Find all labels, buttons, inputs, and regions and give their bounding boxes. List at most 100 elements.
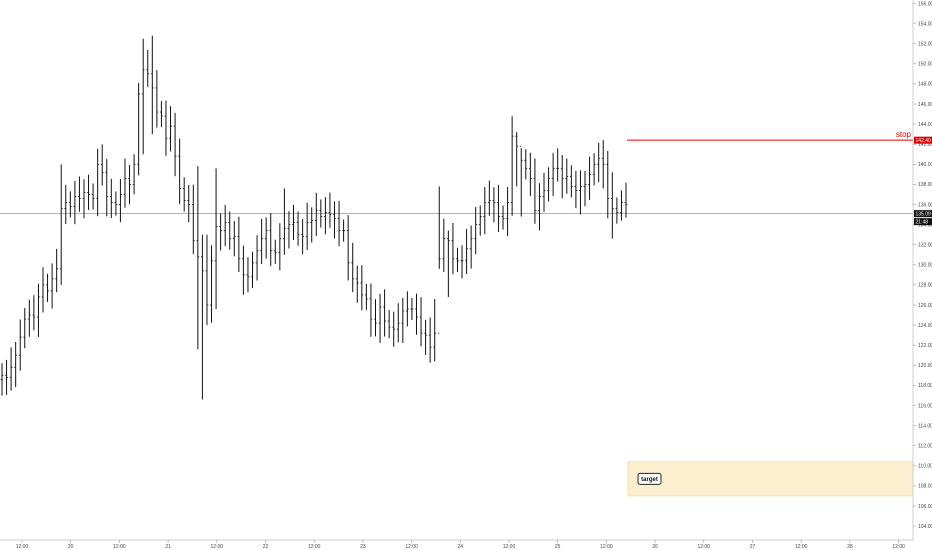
- x-tick-label: 23: [360, 544, 366, 550]
- ohlc-bar: [141, 38, 145, 155]
- x-tick-label: 12:00: [211, 544, 224, 550]
- y-tick-label: 104.00: [918, 524, 932, 530]
- ohlc-bar: [437, 186, 441, 334]
- ohlc-bar: [232, 221, 236, 257]
- ohlc-bar: [364, 283, 368, 311]
- y-tick-label: 142.00: [918, 142, 932, 148]
- x-tick-label: 12:00: [113, 544, 126, 550]
- ohlc-bar: [273, 239, 277, 264]
- x-tick-label: 12:00: [503, 544, 516, 550]
- chart-labels: target stop 142.40 135.09 21:48: [637, 130, 932, 485]
- y-tick-label: 116.00: [918, 403, 932, 409]
- ohlc-bar: [355, 265, 359, 303]
- ohlc-bar: [405, 291, 409, 327]
- ohlc-bar: [264, 217, 268, 259]
- ohlc-bar: [87, 174, 90, 210]
- ohlc-bar: [91, 183, 95, 210]
- y-tick-label: 132.00: [918, 243, 932, 249]
- y-tick-label: 106.00: [918, 504, 932, 510]
- ohlc-bar: [73, 180, 77, 225]
- ohlc-bar: [160, 100, 163, 128]
- target-zone: [627, 461, 914, 497]
- ohlc-bar: [519, 145, 523, 217]
- y-tick-label: 144.00: [918, 122, 932, 128]
- ohlc-bar: [78, 176, 81, 212]
- target-zone-layer: [627, 461, 914, 497]
- ohlc-bar: [588, 156, 591, 200]
- y-tick-label: 146.00: [918, 102, 932, 108]
- ohlc-bar: [64, 184, 68, 224]
- x-tick-label: 12:00: [600, 544, 613, 550]
- y-tick-label: 128.00: [918, 283, 932, 289]
- ohlc-bar: [82, 179, 86, 219]
- ohlc-bar: [606, 151, 610, 219]
- ohlc-bar: [360, 265, 364, 311]
- y-tick-label: 156.00: [918, 1, 932, 7]
- ohlc-bar: [483, 187, 487, 235]
- x-tick-label: 21: [165, 544, 171, 550]
- ohlc-bar: [123, 158, 127, 208]
- ohlc-bar: [100, 144, 104, 186]
- ohlc-bar: [187, 185, 191, 223]
- ohlc-bar: [378, 293, 382, 343]
- ohlc-bar: [547, 167, 550, 202]
- ohlc-bar: [128, 165, 131, 205]
- ohlc-bar: [205, 234, 209, 326]
- x-tick-label: 25: [555, 544, 561, 550]
- ohlc-bar: [465, 228, 468, 275]
- x-tick-label: 12:00: [795, 544, 808, 550]
- ohlc-bar: [18, 319, 22, 371]
- ohlc-bar: [282, 188, 286, 255]
- ohlc-bar: [182, 177, 186, 212]
- target-label-box: [637, 472, 662, 485]
- ohlc-bar: [419, 297, 423, 347]
- y-tick-label: 138.00: [918, 182, 932, 188]
- ohlc-bar: [296, 211, 300, 246]
- ohlc-bar: [424, 319, 427, 356]
- ohlc-bar: [37, 283, 40, 337]
- y-tick-label: 148.00: [918, 82, 932, 88]
- x-tick-label: 12:00: [405, 544, 418, 550]
- x-tick-label: 27: [750, 544, 756, 550]
- y-tick-label: 150.00: [918, 62, 932, 68]
- ohlc-bar: [597, 142, 601, 182]
- ohlc-bar: [96, 148, 100, 217]
- ohlc-bar: [374, 299, 377, 337]
- ohlc-bars: [0, 35, 628, 400]
- x-tick-label: 26: [652, 544, 658, 550]
- ohlc-bar: [451, 222, 455, 275]
- x-tick-label: 24: [458, 544, 464, 550]
- ohlc-bar: [287, 211, 291, 249]
- ohlc-bar: [574, 170, 578, 209]
- ohlc-bar: [223, 204, 227, 247]
- ohlc-bar: [164, 100, 168, 156]
- ohlc-bar: [278, 223, 282, 271]
- ohlc-bar: [469, 225, 473, 269]
- ohlc-bar: [497, 184, 500, 233]
- y-tick-label: 140.00: [918, 162, 932, 168]
- ohlc-bar: [592, 153, 596, 186]
- ohlc-bar: [551, 152, 555, 197]
- ohlc-bar: [392, 311, 396, 347]
- ohlc-bar: [323, 197, 327, 235]
- ohlc-bar: [68, 191, 72, 218]
- x-tick-label: 12:00: [308, 544, 321, 550]
- y-tick-label: 120.00: [918, 363, 932, 369]
- ohlc-bar: [23, 308, 27, 349]
- ohlc-bar: [615, 197, 619, 224]
- y-tick-label: 118.00: [918, 383, 932, 389]
- ohlc-bar: [620, 190, 623, 221]
- ohlc-bar: [237, 216, 241, 273]
- ohlc-bar: [456, 247, 459, 272]
- ohlc-bar: [560, 155, 564, 199]
- ohlc-bar: [5, 359, 8, 396]
- x-tick-label: 20: [68, 544, 74, 550]
- ohlc-bar: [442, 218, 446, 273]
- ohlc-bar: [333, 201, 336, 239]
- ohlc-bar: [610, 172, 614, 239]
- ohlc-bar: [46, 273, 49, 302]
- ohlc-bar: [556, 148, 560, 182]
- ohlc-bar: [569, 165, 573, 198]
- target-label: target: [641, 477, 658, 483]
